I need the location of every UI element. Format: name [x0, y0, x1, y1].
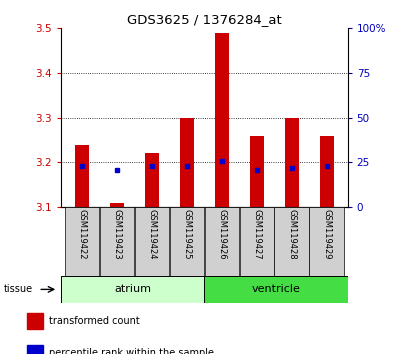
- Bar: [239, 207, 274, 276]
- Bar: [75, 144, 89, 207]
- Bar: [170, 207, 204, 276]
- Text: GSM119429: GSM119429: [322, 209, 331, 260]
- Bar: [110, 202, 124, 207]
- Bar: [61, 276, 205, 303]
- Text: GSM119422: GSM119422: [78, 209, 87, 260]
- Bar: [205, 276, 348, 303]
- Bar: [309, 207, 344, 276]
- Bar: [27, 345, 43, 354]
- Bar: [250, 136, 264, 207]
- Text: GSM119426: GSM119426: [217, 209, 226, 260]
- Text: GSM119427: GSM119427: [252, 209, 261, 260]
- Text: GSM119423: GSM119423: [113, 209, 122, 260]
- Bar: [100, 207, 134, 276]
- Bar: [145, 153, 159, 207]
- Bar: [135, 207, 169, 276]
- Bar: [320, 136, 334, 207]
- Bar: [285, 118, 299, 207]
- Bar: [65, 207, 100, 276]
- Text: GSM119428: GSM119428: [287, 209, 296, 260]
- Title: GDS3625 / 1376284_at: GDS3625 / 1376284_at: [127, 13, 282, 26]
- Text: atrium: atrium: [114, 284, 151, 295]
- Bar: [275, 207, 309, 276]
- Bar: [215, 33, 229, 207]
- Bar: [27, 313, 43, 329]
- Text: ventricle: ventricle: [252, 284, 301, 295]
- Text: GSM119424: GSM119424: [147, 209, 156, 260]
- Text: transformed count: transformed count: [49, 316, 139, 326]
- Bar: [180, 118, 194, 207]
- Text: percentile rank within the sample: percentile rank within the sample: [49, 348, 214, 354]
- Text: GSM119425: GSM119425: [182, 209, 192, 260]
- Bar: [205, 207, 239, 276]
- Text: tissue: tissue: [4, 284, 33, 295]
